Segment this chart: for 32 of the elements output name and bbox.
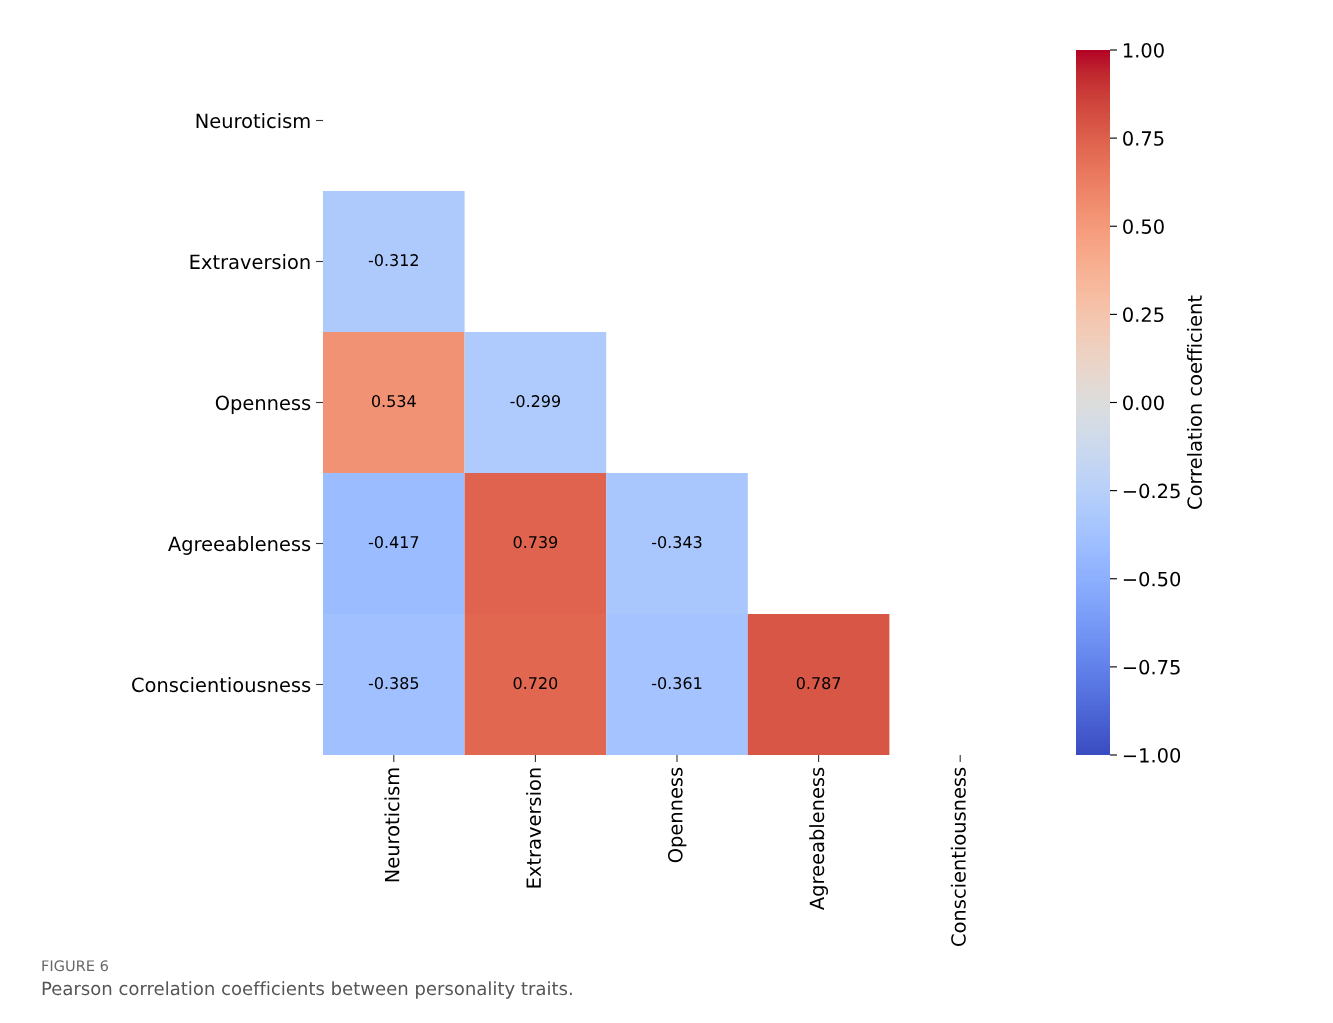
data-label: -0.385 (368, 677, 419, 690)
data-label: 0.720 (513, 677, 558, 690)
color-bar-label: 0.00 (1123, 395, 1164, 411)
y-tick-label: Neuroticism (196, 113, 310, 129)
data-label: 0.534 (371, 395, 416, 408)
x-tick-label: Neuroticism (384, 768, 400, 882)
color-bar-label: −0.50 (1123, 571, 1181, 587)
color-bar-label: 0.25 (1123, 307, 1164, 323)
data-label: -0.299 (510, 395, 561, 408)
x-tick-label: Extraversion (525, 768, 542, 888)
color-bar-label: −0.25 (1123, 483, 1180, 499)
data-label: 0.739 (513, 536, 558, 549)
color-bar-label: 0.75 (1123, 131, 1164, 146)
data-label: 0.787 (796, 677, 841, 690)
data-label: -0.312 (368, 254, 418, 267)
color-bar-label: 0.50 (1123, 219, 1164, 234)
y-tick-label: Conscientiousness (132, 677, 311, 693)
color-bar-label: −1.00 (1123, 747, 1181, 763)
data-label: -0.343 (652, 536, 702, 549)
x-tick-label: Openness (667, 767, 687, 863)
caption: FIGURE 6 (42, 960, 109, 972)
y-tick-label: Openness (215, 395, 311, 414)
text: Pearson correlation coefficients between personality traits. (42, 981, 572, 999)
x-tick-label: Conscientiousness (950, 767, 966, 946)
data-label: -0.417 (368, 536, 419, 549)
color-bar-label: −0.75 (1123, 659, 1180, 675)
x-tick-label: Agreeableness (809, 767, 829, 910)
data-label: -0.361 (652, 677, 702, 690)
y-tick-label: Extraversion (190, 254, 310, 270)
y-tick-label: Agreeableness (168, 536, 311, 555)
color-bar-title: Correlation coefficient (1186, 295, 1202, 509)
color-bar-label: 1.00 (1123, 42, 1164, 58)
